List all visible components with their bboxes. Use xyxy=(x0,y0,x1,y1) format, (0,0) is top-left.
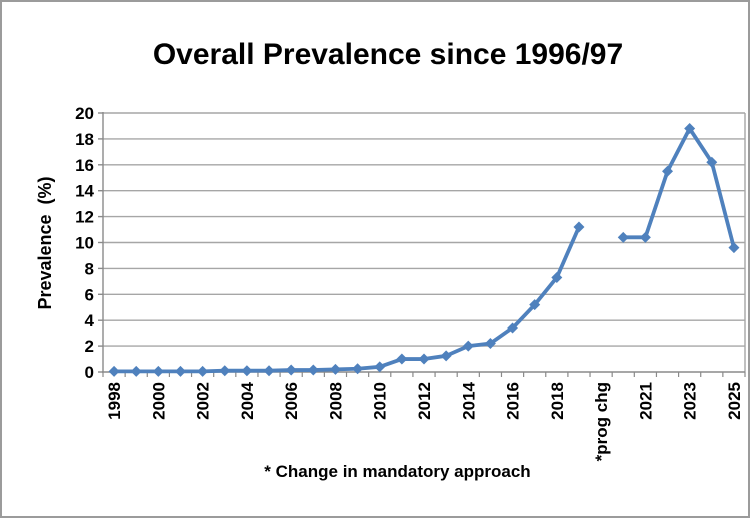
data-point-marker xyxy=(440,350,452,362)
y-tick-label: 4 xyxy=(85,311,95,330)
x-tick-label: 2008 xyxy=(326,382,345,420)
y-tick-label: 12 xyxy=(75,208,94,227)
data-point-marker xyxy=(684,123,696,135)
y-tick-label: 0 xyxy=(85,363,94,382)
y-tick-label: 6 xyxy=(85,285,94,304)
data-point-marker xyxy=(617,231,629,243)
data-point-marker xyxy=(108,365,120,377)
y-tick-label: 20 xyxy=(75,104,94,123)
chart-footnote: * Change in mandatory approach xyxy=(264,462,531,481)
data-point-marker xyxy=(174,365,186,377)
x-tick-label: 2023 xyxy=(681,382,700,420)
data-point-marker xyxy=(396,353,408,365)
x-tick-label: 2014 xyxy=(459,381,478,419)
data-point-marker xyxy=(219,365,231,377)
data-point-marker xyxy=(285,364,297,376)
x-tick-label: 2006 xyxy=(282,382,301,420)
x-tick-label: 2016 xyxy=(504,382,523,420)
x-tick-label: 2025 xyxy=(725,382,744,420)
series-line-segment xyxy=(621,126,736,250)
data-point-marker xyxy=(573,221,585,233)
x-tick-label: 2002 xyxy=(194,382,213,420)
x-tick-label: *prog chg xyxy=(592,382,611,461)
x-tick-label: 2012 xyxy=(415,382,434,420)
data-point-marker xyxy=(706,156,718,168)
y-tick-label: 18 xyxy=(75,130,94,149)
data-point-marker xyxy=(529,299,541,311)
data-point-marker xyxy=(152,365,164,377)
data-point-marker xyxy=(728,242,740,254)
data-point-marker xyxy=(418,353,430,365)
data-point-marker xyxy=(639,231,651,243)
data-point-marker xyxy=(197,365,209,377)
data-point-marker xyxy=(551,271,563,283)
x-tick-label: 2021 xyxy=(636,382,655,420)
x-tick-label: 2000 xyxy=(149,382,168,420)
x-tick-label: 2004 xyxy=(238,381,257,419)
y-tick-label: 16 xyxy=(75,156,94,175)
y-tick-label: 14 xyxy=(75,182,94,201)
y-tick-label: 2 xyxy=(85,337,94,356)
data-point-marker xyxy=(462,340,474,352)
chart-title: Overall Prevalence since 1996/97 xyxy=(152,38,624,71)
data-point-marker xyxy=(329,363,341,375)
x-tick-label: 2010 xyxy=(371,382,390,420)
x-tick-label: 2018 xyxy=(548,382,567,420)
data-point-marker xyxy=(263,365,275,377)
data-point-marker xyxy=(307,364,319,376)
data-point-marker xyxy=(352,363,364,375)
y-tick-label: 8 xyxy=(85,259,94,278)
data-point-marker xyxy=(374,361,386,373)
y-tick-label: 10 xyxy=(75,234,94,253)
data-point-marker xyxy=(241,365,253,377)
series-line-segment xyxy=(112,225,581,374)
data-point-marker xyxy=(484,338,496,350)
data-point-marker xyxy=(507,322,519,334)
data-point-marker xyxy=(130,365,142,377)
x-tick-label: 1998 xyxy=(105,382,124,420)
data-point-marker xyxy=(662,165,674,177)
